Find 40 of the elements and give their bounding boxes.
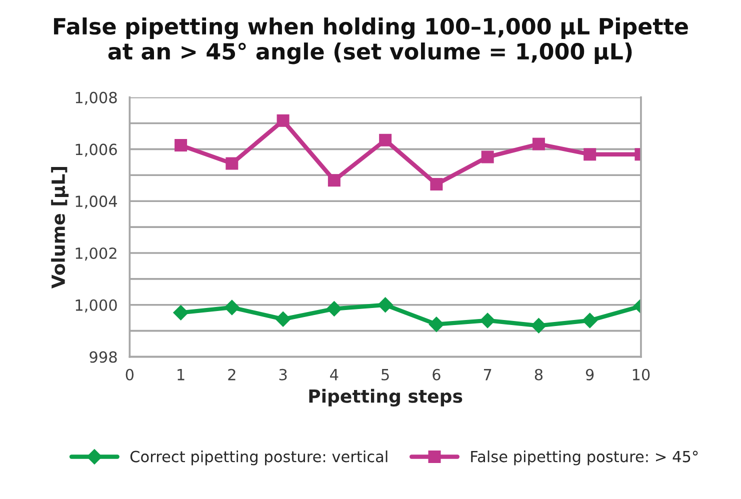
x-tick-label: 1: [178, 369, 184, 380]
point: [582, 312, 598, 328]
x-tick-label: 6: [432, 368, 440, 380]
x-tick-label: 5: [382, 369, 389, 380]
point: [430, 178, 443, 190]
x-tick-label: 3: [279, 368, 287, 380]
point: [328, 174, 340, 187]
x-tick-label: 4: [330, 369, 338, 380]
legend-label: Correct pipetting posture: vertical: [130, 450, 388, 466]
point: [481, 150, 494, 164]
chart-title: False pipetting when holding 100–1,000 µL Pipette at an > 45° angle (set volume = 1,000 µL): [54, 17, 688, 64]
legend-label: False pipetting posture: > 45°: [471, 450, 698, 466]
point: [428, 316, 444, 332]
y-tick-label: 998: [90, 351, 117, 363]
x-tick-label: 9: [586, 368, 594, 380]
point: [532, 138, 545, 150]
point: [326, 300, 342, 317]
point: [379, 134, 392, 146]
y-axis-title: Volume [µL]: [51, 167, 69, 288]
y-tick-label: 1,000: [76, 299, 117, 312]
point: [226, 157, 238, 170]
point: [172, 304, 189, 321]
x-axis-title: Pipetting steps: [309, 388, 462, 407]
point: [276, 114, 290, 127]
y-tick-label: 1,002: [76, 247, 116, 261]
x-tick-label: 8: [534, 368, 543, 380]
x-tick-label: 0: [126, 368, 134, 380]
point: [377, 297, 394, 313]
x-tick-label: 7: [484, 369, 492, 380]
x-tick-label: 10: [632, 368, 650, 380]
y-tick-label: 1,006: [76, 144, 117, 157]
point: [480, 312, 496, 328]
point: [530, 318, 547, 334]
y-tick-label: 1,004: [76, 196, 118, 209]
point: [584, 148, 596, 161]
point: [275, 311, 291, 328]
y-tick-label: 1,008: [76, 92, 117, 105]
point: [174, 139, 188, 152]
x-tick-label: 2: [228, 368, 236, 380]
point: [224, 300, 240, 316]
